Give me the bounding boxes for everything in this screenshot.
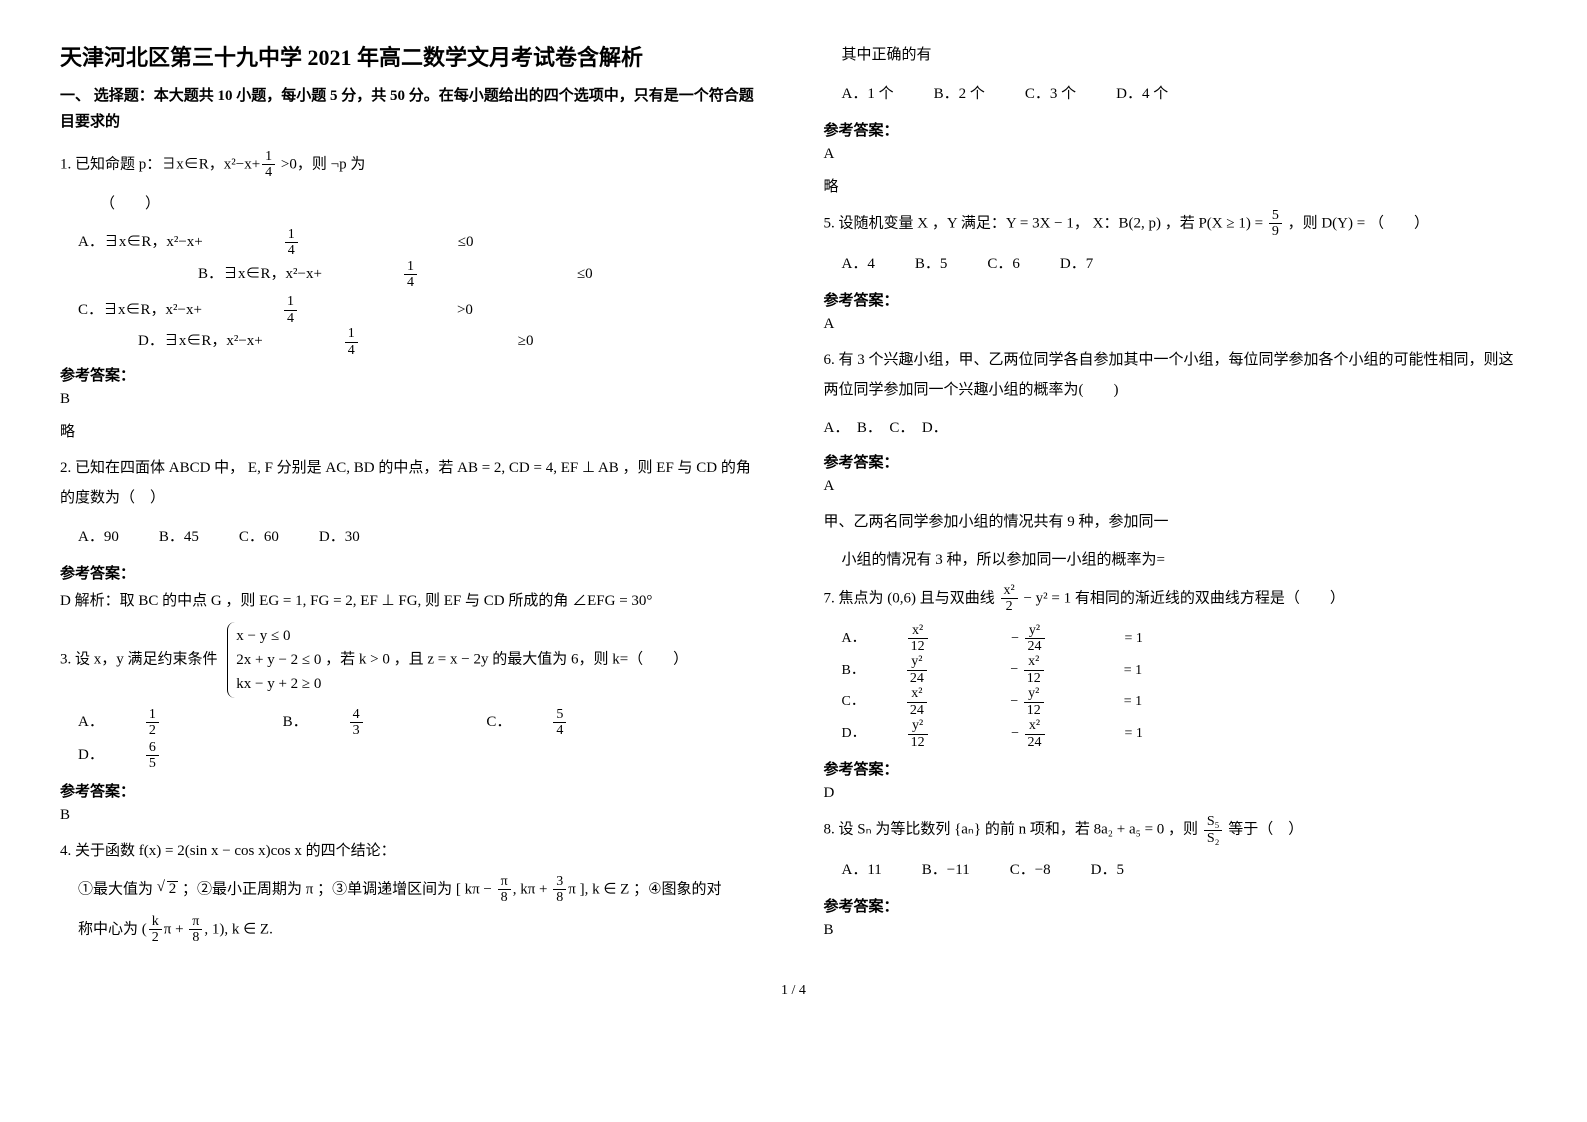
q4-correct-head: 其中正确的有	[842, 40, 1528, 70]
q3-answer: B	[60, 807, 764, 824]
question-8: 8. 设 Sₙ 为等比数列 {aₙ} 的前 n 项和，若 8a₂ + a₅ = …	[824, 814, 1528, 846]
q7-options: A．x²12 − y²24 = 1 B．y²24 − x²12 = 1 C．x²…	[842, 623, 1528, 751]
q1-stem-a: 1. 已知命题 p：∃x∈R，x²−x+	[60, 156, 260, 172]
q4-line1: ①最大值为 2 ；②最小正周期为 π ；③单调递增区间为 [ kπ − π8, …	[78, 874, 764, 906]
q6-exp1: 甲、乙两名同学参加小组的情况共有 9 种，参加同一	[824, 507, 1528, 537]
q5-options: A．4B．5C．6D．7	[842, 248, 1528, 281]
q1-optB: B．∃x∈R，x²−x+14 ≤0	[198, 259, 673, 291]
question-1: 1. 已知命题 p：∃x∈R，x²−x+14 >0，则 ¬p 为	[60, 149, 764, 181]
q5-answer: A	[824, 316, 1528, 333]
question-2: 2. 已知在四面体 ABCD 中， E, F 分别是 AC, BD 的中点，若 …	[60, 453, 764, 513]
q4-answer: A	[824, 146, 1528, 163]
q4-line2: 称中心为 (k2π + π8, 1), k ∈ Z.	[78, 914, 764, 946]
q6-answer-label: 参考答案：	[824, 451, 1528, 472]
q1-optA: A．∃x∈R，x²−x+14 ≤0	[78, 227, 554, 259]
page-number: 1 / 4	[60, 983, 1527, 999]
q1-paren: （ ）	[100, 189, 764, 219]
question-4: 4. 关于函数 f(x) = 2(sin x − cos x)cos x 的四个…	[60, 836, 764, 866]
section-heading: 一、 选择题：本大题共 10 小题，每小题 5 分，共 50 分。在每小题给出的…	[60, 84, 764, 135]
q2-answer-label: 参考答案：	[60, 562, 764, 583]
q5-answer-label: 参考答案：	[824, 289, 1528, 310]
q3-answer-label: 参考答案：	[60, 780, 764, 801]
q6-answer: A	[824, 478, 1528, 495]
q3-options: A．12 B．43 C．54 D．65	[78, 706, 764, 772]
page-title: 天津河北区第三十九中学 2021 年高二数学文月考试卷含解析	[60, 40, 764, 72]
q2-answer: D 解析：取 BC 的中点 G ，则 EG = 1, FG = 2, EF ⊥ …	[60, 589, 764, 610]
frac-num: 1	[262, 149, 275, 165]
q4-correct-opts: A．1 个B．2 个C．3 个D．4 个	[842, 78, 1528, 111]
q1-answer: B	[60, 391, 764, 408]
q4-answer-label: 参考答案：	[824, 119, 1528, 140]
q8-options: A．11B．−11C．−8D．5	[842, 854, 1528, 887]
q7-answer-label: 参考答案：	[824, 758, 1528, 779]
q6-options: A． B． C． D．	[824, 413, 1528, 443]
frac-den: 4	[262, 165, 275, 180]
q4-note: 略	[824, 175, 1528, 196]
question-6: 6. 有 3 个兴趣小组，甲、乙两位同学各自参加其中一个小组，每位同学参加各个小…	[824, 345, 1528, 405]
q8-answer-label: 参考答案：	[824, 895, 1528, 916]
q7-answer: D	[824, 785, 1528, 802]
q2-options: A．90B．45C．60D．30	[78, 521, 764, 554]
question-7: 7. 焦点为 (0,6) 且与双曲线 x²2 − y² = 1 有相同的渐近线的…	[824, 583, 1528, 615]
q1-optD: D．∃x∈R，x²−x+14 ≥0	[138, 326, 614, 358]
q6-exp2: 小组的情况有 3 种，所以参加同一小组的概率为=	[842, 545, 1528, 575]
q8-answer: B	[824, 922, 1528, 939]
question-3: 3. 设 x，y 满足约束条件 x − y ≤ 02x + y − 2 ≤ 0k…	[60, 622, 764, 698]
q1-note: 略	[60, 420, 764, 441]
q1-optC: C．∃x∈R，x²−x+14 >0	[78, 294, 553, 326]
question-5: 5. 设随机变量 X ，Y 满足：Y = 3X − 1， X：B(2, p) ，…	[824, 208, 1528, 240]
q1-stem-b: >0，则 ¬p 为	[277, 156, 365, 172]
q1-answer-label: 参考答案：	[60, 364, 764, 385]
